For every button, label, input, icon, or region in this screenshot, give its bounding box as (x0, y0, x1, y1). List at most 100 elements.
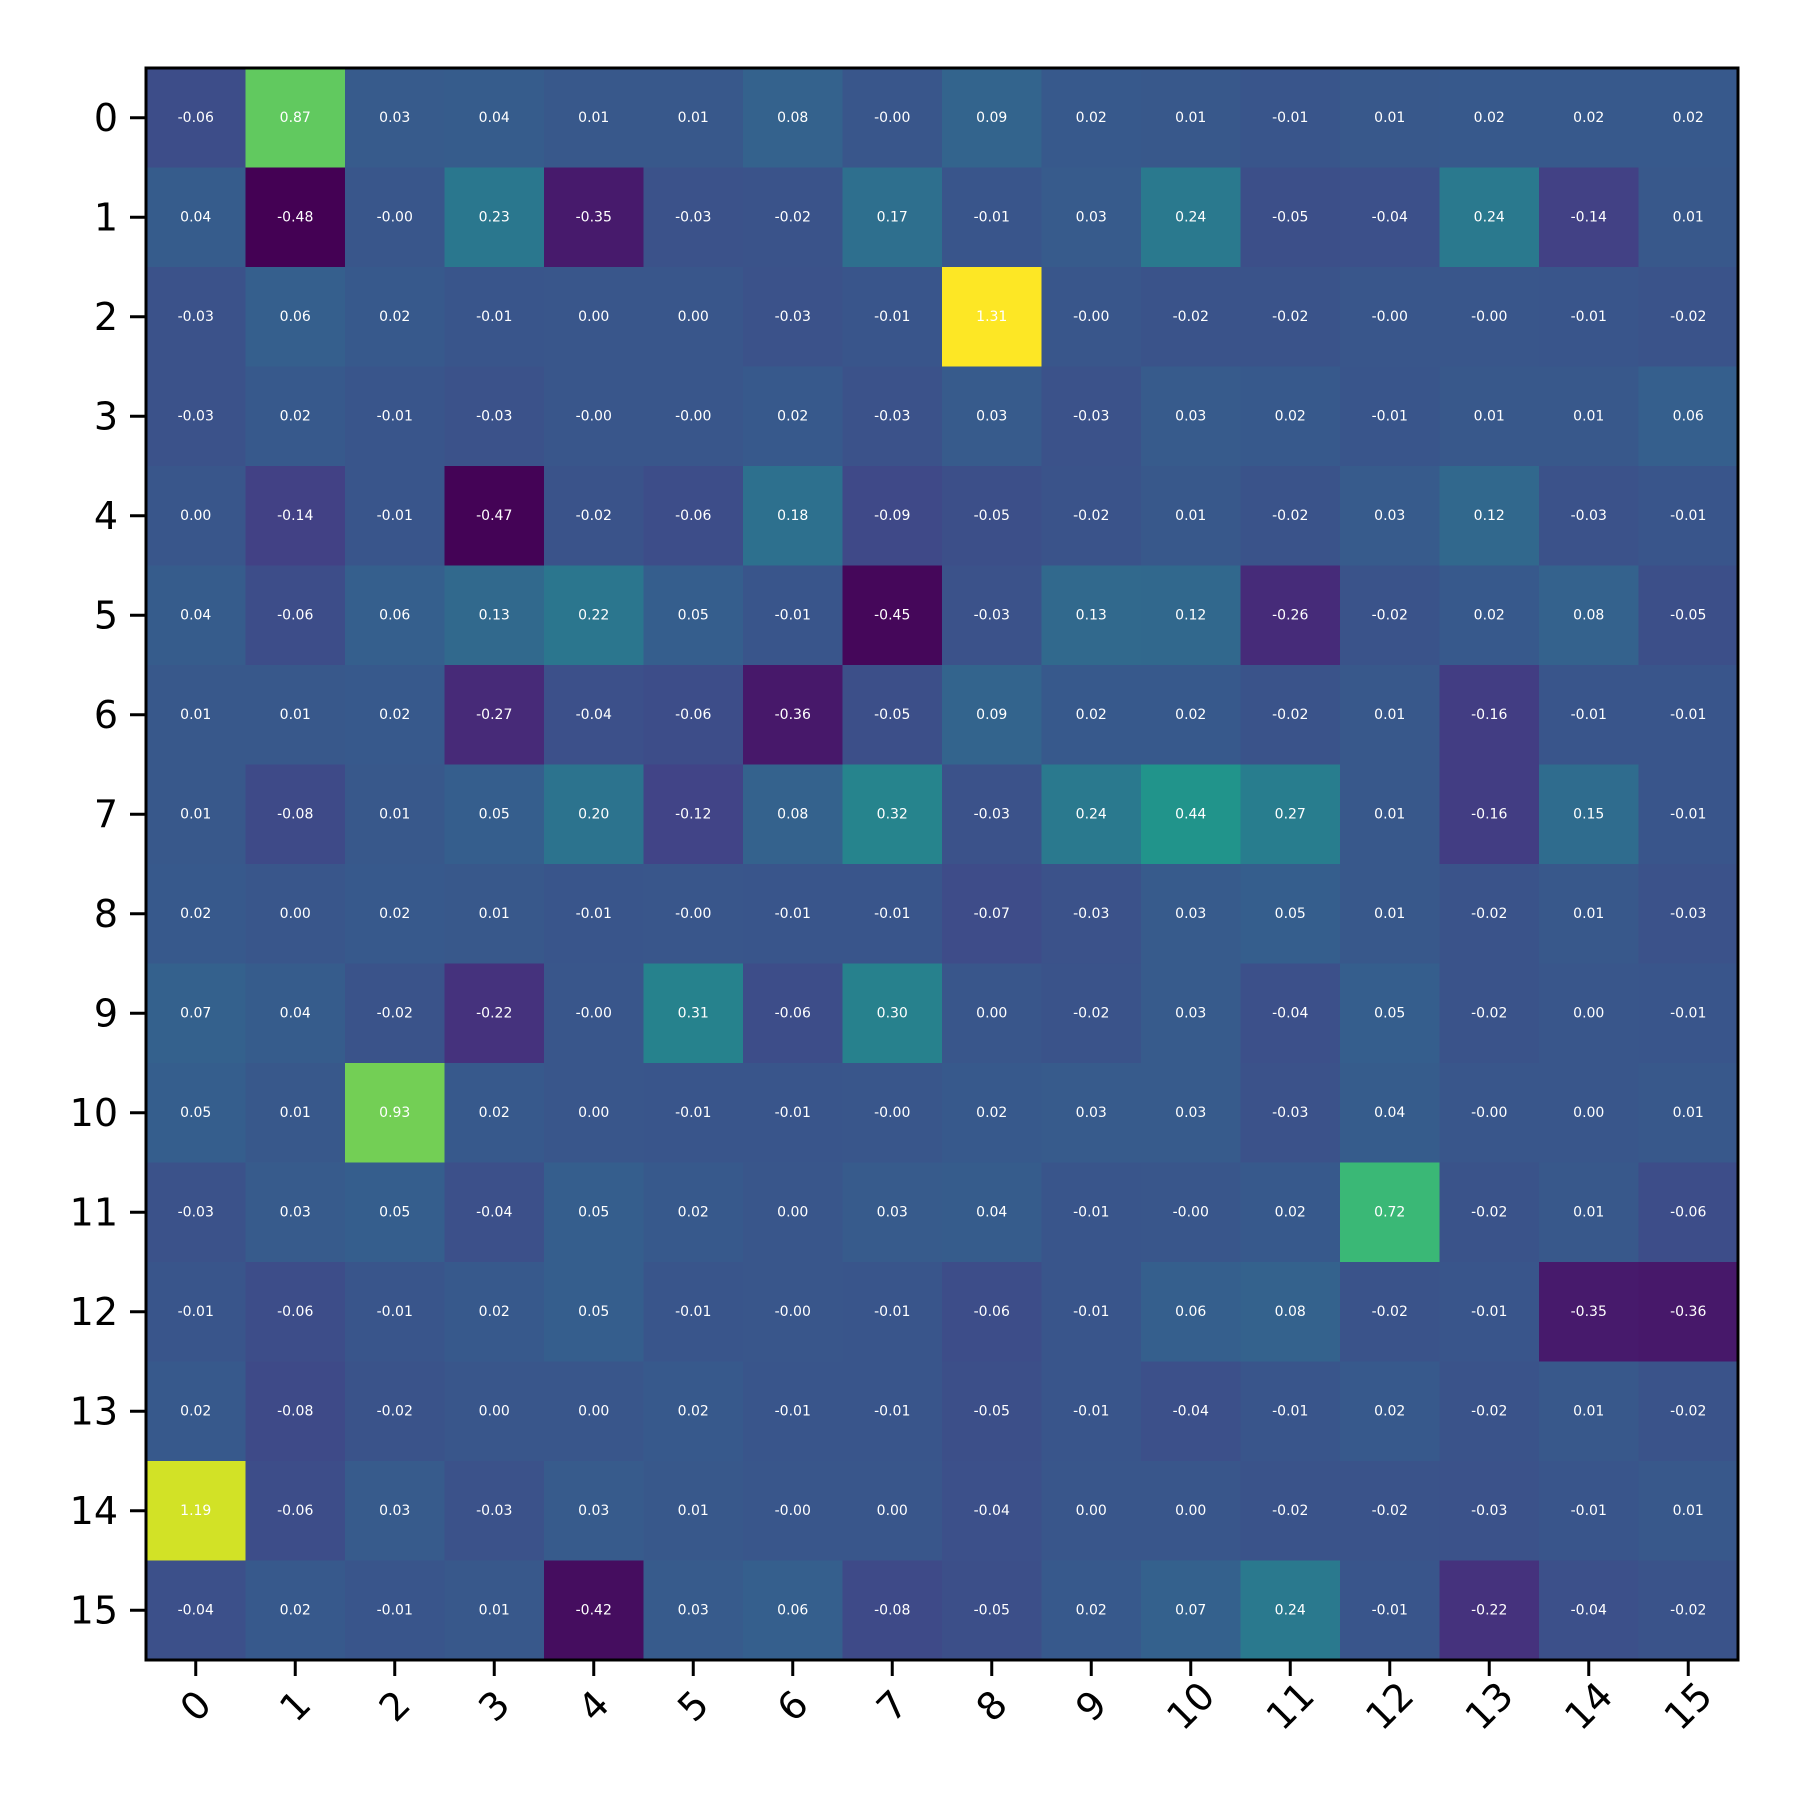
heatmap-cell-7-2 (345, 764, 445, 865)
heatmap-cell-label-1-0: 0.04 (180, 209, 211, 225)
heatmap-cell-10-12 (1340, 1063, 1440, 1163)
heatmap-cell-label-8-6: -0.01 (775, 906, 811, 922)
heatmap-cell-14-0 (146, 1461, 246, 1561)
heatmap-cell-label-7-5: -0.12 (675, 806, 711, 822)
heatmap-cell-label-11-0: -0.03 (178, 1204, 214, 1220)
heatmap-cell-14-10 (1141, 1461, 1241, 1561)
heatmap-cell-0-9 (1041, 68, 1142, 168)
heatmap-cell-label-0-15: 0.02 (1673, 110, 1704, 126)
heatmap-cell-0-5 (643, 68, 744, 168)
heatmap-cell-label-4-5: -0.06 (675, 508, 711, 524)
heatmap-cell-10-7 (842, 1063, 943, 1163)
heatmap-cell-5-12 (1340, 565, 1440, 666)
heatmap-cell-label-8-5: -0.00 (675, 906, 711, 922)
heatmap-cell-0-15 (1638, 68, 1739, 168)
heatmap-cell-4-7 (842, 466, 943, 566)
y-tick-label-2: 2 (94, 295, 118, 339)
heatmap-cell-label-0-6: 0.08 (777, 110, 808, 126)
heatmap-cell-12-12 (1340, 1262, 1440, 1362)
heatmap-cell-label-8-13: -0.02 (1471, 906, 1507, 922)
heatmap-cell-13-6 (743, 1361, 843, 1462)
heatmap-cell-label-6-0: 0.01 (180, 707, 211, 723)
plot-frame (144, 66, 1740, 1662)
heatmap-cell-label-15-3: 0.01 (479, 1602, 510, 1618)
heatmap-cell-label-6-5: -0.06 (675, 707, 711, 723)
heatmap-cell-8-7 (842, 864, 943, 964)
heatmap-cell-label-10-2: 0.93 (379, 1105, 410, 1121)
heatmap-cell-label-9-9: -0.02 (1073, 1005, 1109, 1021)
heatmap-cell-label-12-7: -0.01 (874, 1304, 910, 1320)
heatmap-cell-7-8 (942, 764, 1042, 865)
heatmap-cell-2-12 (1340, 267, 1440, 367)
heatmap-cell-label-10-12: 0.04 (1374, 1105, 1405, 1121)
heatmap-cell-12-4 (544, 1262, 644, 1362)
heatmap-cell-label-10-11: -0.03 (1272, 1105, 1308, 1121)
heatmap-cell-12-10 (1141, 1262, 1241, 1362)
heatmap-cell-label-3-15: 0.06 (1673, 408, 1704, 424)
y-tick-label-13: 13 (70, 1389, 118, 1433)
heatmap-cell-13-15 (1638, 1361, 1739, 1462)
heatmap-cell-9-3 (444, 963, 545, 1064)
heatmap-cell-1-13 (1439, 167, 1540, 268)
heatmap-cell-12-5 (643, 1262, 744, 1362)
heatmap-cell-label-0-5: 0.01 (678, 110, 709, 126)
heatmap-cell-label-4-3: -0.47 (476, 508, 512, 524)
heatmap-cell-label-11-3: -0.04 (476, 1204, 512, 1220)
heatmap-cell-label-8-12: 0.01 (1374, 906, 1405, 922)
heatmap-cell-5-6 (743, 565, 843, 666)
heatmap-cell-6-15 (1638, 665, 1739, 765)
heatmap-cell-5-4 (544, 565, 644, 666)
heatmap-cell-4-14 (1539, 466, 1639, 566)
heatmap-cell-label-12-14: -0.35 (1571, 1304, 1607, 1320)
heatmap-cell-label-4-0: 0.00 (180, 508, 211, 524)
heatmap-cell-9-9 (1041, 963, 1142, 1064)
heatmap-cell-label-11-1: 0.03 (280, 1204, 311, 1220)
heatmap-cell-12-7 (842, 1262, 943, 1362)
heatmap-cell-15-7 (842, 1560, 943, 1661)
heatmap-cell-label-11-12: 0.72 (1374, 1204, 1405, 1220)
heatmap-cell-15-6 (743, 1560, 843, 1661)
heatmap-cell-2-9 (1041, 267, 1142, 367)
heatmap-cell-15-10 (1141, 1560, 1241, 1661)
heatmap-cell-0-0 (146, 68, 246, 168)
heatmap-cell-14-6 (743, 1461, 843, 1561)
heatmap-cell-label-5-3: 0.13 (479, 607, 510, 623)
heatmap-cell-7-12 (1340, 764, 1440, 865)
heatmap-cell-label-13-2: -0.02 (377, 1403, 413, 1419)
heatmap-cell-label-14-7: 0.00 (877, 1503, 908, 1519)
heatmap-cell-label-11-5: 0.02 (678, 1204, 709, 1220)
heatmap-cell-11-14 (1539, 1162, 1639, 1263)
heatmap-cell-label-7-8: -0.03 (974, 806, 1010, 822)
heatmap-cell-label-1-9: 0.03 (1076, 209, 1107, 225)
y-tick-label-10: 10 (70, 1091, 118, 1135)
x-tick-label-3: 3 (470, 1682, 518, 1730)
heatmap-cell-label-0-4: 0.01 (578, 110, 609, 126)
heatmap-cell-11-1 (245, 1162, 346, 1263)
heatmap-cell-10-2 (345, 1063, 445, 1163)
heatmap-cell-label-15-14: -0.04 (1571, 1602, 1607, 1618)
heatmap-cell-1-1 (245, 167, 346, 268)
heatmap-cell-3-10 (1141, 366, 1241, 467)
heatmap-cell-12-15 (1638, 1262, 1739, 1362)
heatmap-cell-1-14 (1539, 167, 1639, 268)
heatmap-cell-label-13-15: -0.02 (1670, 1403, 1706, 1419)
x-tick-label-13: 13 (1457, 1673, 1522, 1738)
heatmap-cell-label-4-11: -0.02 (1272, 508, 1308, 524)
heatmap-cell-2-15 (1638, 267, 1739, 367)
heatmap-cell-label-8-11: 0.05 (1275, 906, 1306, 922)
heatmap-cell-label-5-8: -0.03 (974, 607, 1010, 623)
heatmap-cell-label-12-1: -0.06 (277, 1304, 313, 1320)
heatmap-cell-7-1 (245, 764, 346, 865)
heatmap-cell-15-5 (643, 1560, 744, 1661)
heatmap-cell-label-8-7: -0.01 (874, 906, 910, 922)
heatmap-cell-11-5 (643, 1162, 744, 1263)
heatmap-cell-label-12-10: 0.06 (1175, 1304, 1206, 1320)
heatmap-cell-label-8-15: -0.03 (1670, 906, 1706, 922)
heatmap-cell-5-9 (1041, 565, 1142, 666)
heatmap-cell-label-9-0: 0.07 (180, 1005, 211, 1021)
heatmap-cell-label-6-12: 0.01 (1374, 707, 1405, 723)
heatmap-cell-label-10-7: -0.00 (874, 1105, 910, 1121)
heatmap-cell-1-7 (842, 167, 943, 268)
heatmap-cell-14-4 (544, 1461, 644, 1561)
heatmap-cell-2-3 (444, 267, 545, 367)
